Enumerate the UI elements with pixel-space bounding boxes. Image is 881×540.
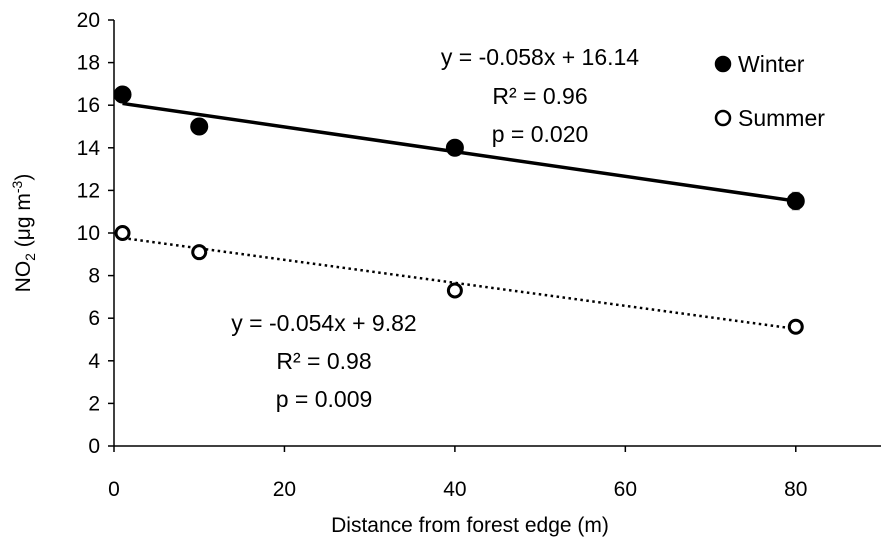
winter-point <box>190 117 209 136</box>
axes <box>108 19 881 452</box>
winter-p-value: p = 0.020 <box>492 121 589 147</box>
y-tick-label: 14 <box>77 137 101 160</box>
x-tick-label: 0 <box>108 478 120 501</box>
x-tick-label: 60 <box>614 478 637 501</box>
summer-p-value: p = 0.009 <box>276 386 373 412</box>
legend-winter-marker <box>714 55 732 73</box>
y-tick-label: 16 <box>77 94 100 117</box>
y-axis-title-unit: (μg m <box>12 193 35 253</box>
summer-point <box>787 318 804 335</box>
y-tick-label: 4 <box>88 350 100 373</box>
x-tick-labels: 0 20 40 60 80 <box>108 478 807 501</box>
y-tick-label: 10 <box>77 222 100 245</box>
summer-trendline-annotation: y = -0.054x + 9.82 R² = 0.98 p = 0.009 <box>231 310 416 412</box>
x-tick-label: 20 <box>273 478 296 501</box>
legend-summer-label: Summer <box>738 105 825 131</box>
y-axis-title-superscript: -3 <box>9 180 25 193</box>
winter-point <box>445 138 464 157</box>
legend: Winter Summer <box>714 51 825 131</box>
winter-r-squared: R² = 0.96 <box>492 83 587 109</box>
y-tick-label: 0 <box>88 435 100 458</box>
y-tick-label: 6 <box>88 307 100 330</box>
summer-point <box>114 225 131 241</box>
summer-point <box>191 244 208 261</box>
winter-trendline-annotation: y = -0.058x + 16.14 R² = 0.96 p = 0.020 <box>441 44 639 147</box>
y-tick-labels: 0 2 4 6 8 10 12 14 16 18 20 <box>77 9 101 458</box>
summer-point <box>446 282 463 299</box>
y-tick-label: 8 <box>88 265 100 288</box>
y-tick-label: 20 <box>77 9 100 32</box>
x-tick-label: 80 <box>784 478 807 501</box>
winter-point <box>113 85 132 104</box>
legend-winter-label: Winter <box>738 51 805 77</box>
summer-r-squared: R² = 0.98 <box>276 348 371 374</box>
x-tick-label: 40 <box>443 478 466 501</box>
y-axis-title-close: ) <box>12 174 35 181</box>
y-tick-label: 2 <box>88 392 100 415</box>
y-tick-label: 12 <box>77 179 100 202</box>
x-axis-title: Distance from forest edge (m) <box>331 514 609 537</box>
data-points <box>113 85 805 335</box>
y-axis-title-prefix: NO <box>12 261 35 293</box>
y-tick-label: 18 <box>77 52 100 75</box>
y-axis-title: NO2 (μg m-3) <box>9 174 38 293</box>
summer-equation: y = -0.054x + 9.82 <box>231 310 416 336</box>
legend-summer-marker <box>714 109 732 127</box>
winter-point <box>786 192 805 211</box>
summer-trendline <box>122 236 796 331</box>
winter-equation: y = -0.058x + 16.14 <box>441 44 639 70</box>
y-axis-title-subscript: 2 <box>22 253 38 261</box>
